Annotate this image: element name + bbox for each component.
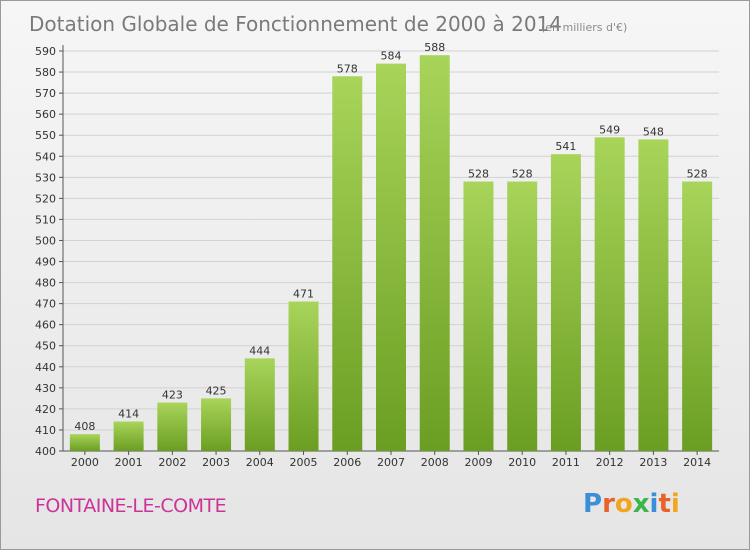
value-label-2005: 471 xyxy=(293,288,314,301)
value-label-2001: 414 xyxy=(118,408,139,421)
bar-2014 xyxy=(682,181,713,452)
y-tick-label: 440 xyxy=(35,361,56,374)
x-tick-label-2012: 2012 xyxy=(596,456,624,469)
y-tick-label: 510 xyxy=(35,213,56,226)
value-label-2014: 528 xyxy=(687,168,708,181)
bar-2012 xyxy=(594,137,625,451)
y-tick-label: 460 xyxy=(35,319,56,332)
x-tick-label-2000: 2000 xyxy=(71,456,99,469)
y-tick-label: 400 xyxy=(35,445,56,458)
y-tick-label: 450 xyxy=(35,340,56,353)
y-tick-label: 480 xyxy=(35,277,56,290)
x-tick-label-2003: 2003 xyxy=(202,456,230,469)
bar-2013 xyxy=(638,139,669,451)
x-tick-label-2008: 2008 xyxy=(421,456,449,469)
chart-subtitle: (en milliers d'€) xyxy=(541,21,627,34)
value-label-2008: 588 xyxy=(424,41,445,54)
value-label-2000: 408 xyxy=(74,420,95,433)
y-tick-label: 580 xyxy=(35,66,56,79)
logo-letter: i xyxy=(670,489,680,519)
x-tick-label-2013: 2013 xyxy=(639,456,667,469)
y-tick-label: 500 xyxy=(35,234,56,247)
y-tick-label: 410 xyxy=(35,424,56,437)
value-label-2011: 541 xyxy=(555,140,576,153)
bar-2007 xyxy=(376,63,406,451)
value-labels: 408 414 423 425 444 471 578 584 588 528 528 541 549 5… xyxy=(74,41,707,433)
value-label-2009: 528 xyxy=(468,168,489,181)
y-tick-label: 560 xyxy=(35,108,56,121)
bar-2003 xyxy=(201,398,232,451)
value-label-2006: 578 xyxy=(337,62,358,75)
y-tick-label: 570 xyxy=(35,87,56,100)
x-tick-label-2004: 2004 xyxy=(246,456,274,469)
logo-letter: P xyxy=(583,489,603,519)
y-tick-label: 550 xyxy=(35,129,56,142)
bar-2011 xyxy=(550,154,581,451)
chart-title: Dotation Globale de Fonctionnement de 20… xyxy=(29,12,562,36)
logo-letter: x xyxy=(632,489,650,519)
commune-name: FONTAINE-LE-COMTE xyxy=(35,495,227,517)
logo-letter: i xyxy=(649,489,659,519)
x-tick-label-2002: 2002 xyxy=(158,456,186,469)
y-tick-label: 420 xyxy=(35,403,56,416)
y-tick-label: 540 xyxy=(35,150,56,163)
x-tick-label-2014: 2014 xyxy=(683,456,711,469)
x-tick-label-2007: 2007 xyxy=(377,456,405,469)
value-label-2010: 528 xyxy=(512,168,533,181)
bar-2008 xyxy=(419,55,450,452)
bar-2004 xyxy=(244,358,275,451)
y-tick-labels: 400 410 420 430 440 450 460 470 480 490 500 510 520 5… xyxy=(35,45,56,458)
logo-letter: r xyxy=(602,489,615,519)
value-label-2002: 423 xyxy=(162,389,183,402)
bars xyxy=(69,55,713,452)
y-tick-label: 490 xyxy=(35,256,56,269)
logo-letter: o xyxy=(614,489,633,519)
bar-2010 xyxy=(507,181,538,452)
bar-2009 xyxy=(463,181,494,452)
x-tick-label-2005: 2005 xyxy=(290,456,318,469)
value-label-2007: 584 xyxy=(381,50,402,63)
bar-2002 xyxy=(157,402,188,451)
y-tick-label: 520 xyxy=(35,192,56,205)
value-label-2012: 549 xyxy=(599,123,620,136)
value-label-2004: 444 xyxy=(249,344,270,357)
bar-2000 xyxy=(69,434,100,451)
y-tick-label: 430 xyxy=(35,382,56,395)
x-tick-labels: 2000 2001 2002 2003 2004 2005 2006 2007 2008 2009… xyxy=(71,451,711,469)
value-label-2003: 425 xyxy=(206,384,227,397)
x-tick-label-2006: 2006 xyxy=(333,456,361,469)
value-label-2013: 548 xyxy=(643,125,664,138)
x-tick-label-2001: 2001 xyxy=(115,456,143,469)
proxiti-logo: Proxiti xyxy=(583,489,680,519)
logo-letter: t xyxy=(658,489,671,519)
x-tick-label-2010: 2010 xyxy=(508,456,536,469)
bar-2001 xyxy=(113,421,144,451)
bar-2005 xyxy=(288,301,319,451)
bar-2006 xyxy=(332,76,363,452)
y-tick-label: 590 xyxy=(35,45,56,58)
x-tick-label-2009: 2009 xyxy=(464,456,492,469)
x-tick-label-2011: 2011 xyxy=(552,456,580,469)
y-tick-label: 530 xyxy=(35,171,56,184)
y-tick-label: 470 xyxy=(35,298,56,311)
